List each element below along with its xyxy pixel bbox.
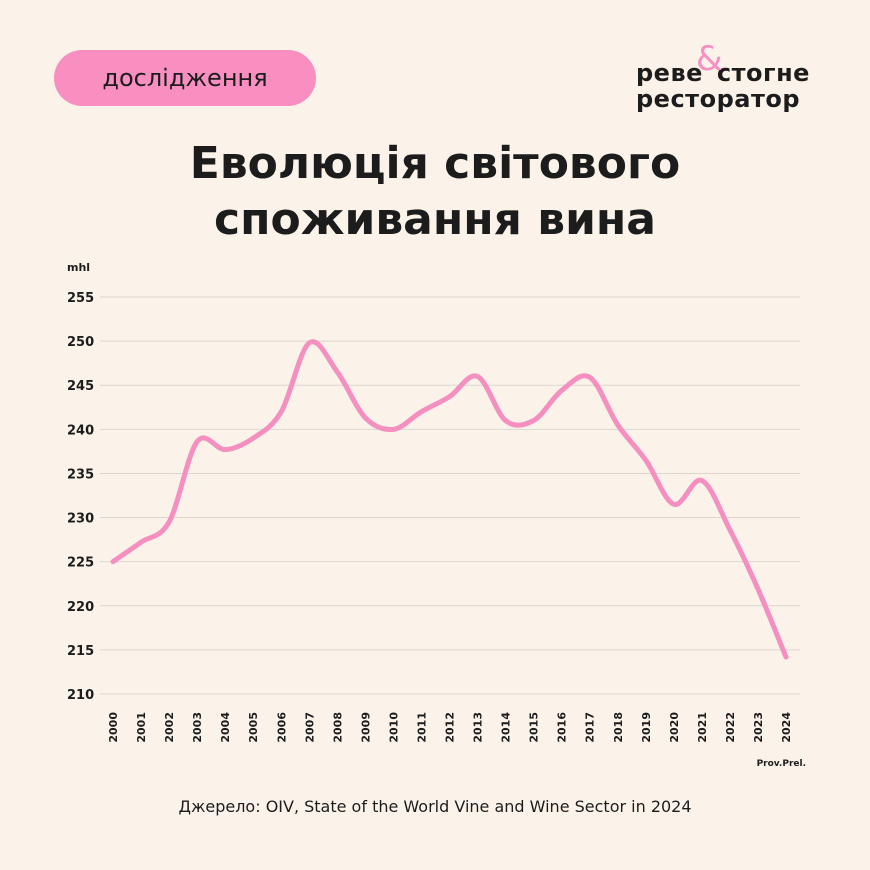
y-axis-label: mhl bbox=[67, 261, 90, 274]
x-tick-label: 2011 bbox=[415, 712, 428, 743]
y-tick-label: 250 bbox=[67, 335, 94, 350]
x-tick-label: 2012 bbox=[444, 712, 457, 743]
x-tick-label: 2016 bbox=[556, 712, 569, 743]
y-tick-label: 210 bbox=[67, 688, 94, 703]
x-tick-label: 2010 bbox=[387, 712, 400, 743]
x-tick-label: 2002 bbox=[163, 712, 176, 743]
y-tick-label: 215 bbox=[67, 644, 94, 659]
x-tick-label: 2000 bbox=[107, 712, 120, 743]
x-tick-label: 2014 bbox=[500, 712, 513, 743]
source-note: Джерело: OIV, State of the World Vine an… bbox=[178, 797, 692, 816]
y-tick-label: 235 bbox=[67, 467, 94, 482]
x-tick-label: 2001 bbox=[135, 712, 148, 743]
logo-word: реве bbox=[636, 59, 703, 87]
data-line bbox=[110, 339, 789, 660]
chart-title: Еволюція світового споживання вина bbox=[189, 138, 681, 245]
y-tick-label: 220 bbox=[67, 600, 94, 615]
tag-badge[interactable]: дослідження bbox=[54, 50, 316, 106]
x-tick-label: 2024 bbox=[780, 712, 793, 743]
x-tick-label: 2007 bbox=[303, 712, 316, 743]
x-tick-label: 2004 bbox=[219, 712, 232, 743]
x-tick-label: 2015 bbox=[528, 712, 541, 743]
x-tick-label: 2019 bbox=[640, 712, 653, 743]
logo-word: стогне bbox=[716, 59, 810, 87]
x-tick-label: 2005 bbox=[247, 712, 260, 743]
x-tick-label: 2006 bbox=[275, 712, 288, 743]
x-tick-label: 2013 bbox=[472, 712, 485, 743]
y-tick-label: 240 bbox=[67, 423, 94, 438]
x-tick-label: 2020 bbox=[668, 712, 681, 743]
x-tick-label: 2022 bbox=[724, 712, 737, 743]
annotation: Prov.Prel. bbox=[757, 759, 806, 769]
x-tick-label: 2017 bbox=[584, 712, 597, 743]
logo-word: ресторатор bbox=[636, 85, 801, 113]
x-tick-label: 2018 bbox=[612, 712, 625, 743]
y-tick-label: 225 bbox=[67, 556, 94, 571]
x-tick-label: 2008 bbox=[331, 712, 344, 743]
x-tick-label: 2009 bbox=[359, 712, 372, 743]
x-tick-label: 2021 bbox=[696, 712, 709, 743]
logo: реве & стогне ресторатор bbox=[636, 42, 810, 113]
y-tick-label: 255 bbox=[67, 291, 94, 306]
y-tick-label: 245 bbox=[67, 379, 94, 394]
logo-ampersand: & bbox=[696, 39, 724, 79]
x-tick-label: 2023 bbox=[752, 712, 765, 743]
x-tick-label: 2003 bbox=[191, 712, 204, 743]
y-tick-label: 230 bbox=[67, 512, 94, 527]
